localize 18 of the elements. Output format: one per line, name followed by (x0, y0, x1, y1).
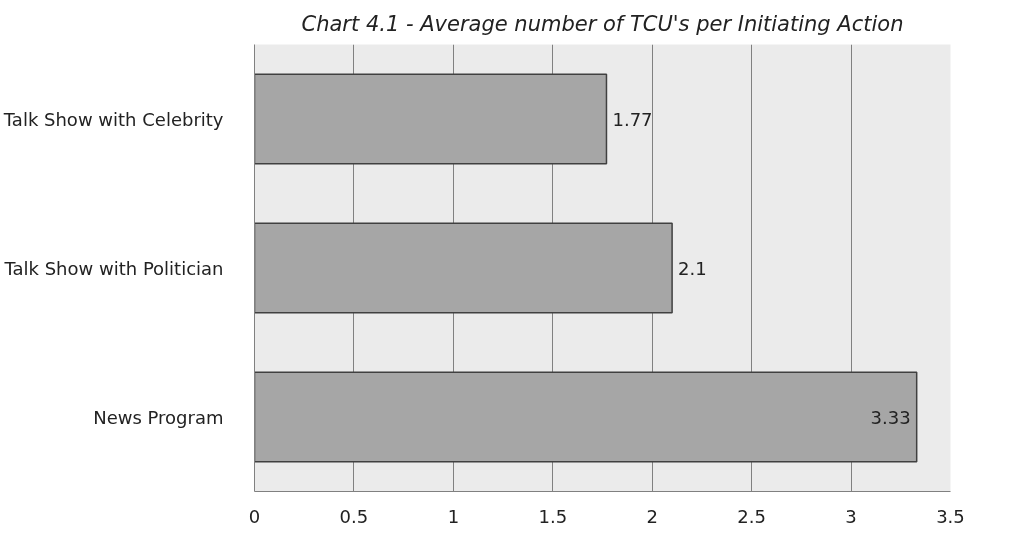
x-tick-label: 2 (646, 505, 658, 527)
x-tick-label: 0 (248, 505, 261, 527)
x-tick-label: 1.5 (538, 505, 568, 527)
x-tick-label: 0.5 (339, 505, 369, 527)
data-label: 3.33 (870, 406, 911, 428)
x-tick-label: 3 (845, 505, 857, 527)
bar (254, 371, 918, 463)
data-label: 1.77 (612, 108, 653, 130)
x-tick-label: 3.5 (936, 505, 965, 527)
bar (254, 222, 673, 314)
bar (254, 73, 608, 165)
x-tick-label: 1 (447, 505, 460, 527)
y-tick-label: Talk Show with Politician (3, 257, 224, 279)
data-label: 2.1 (678, 257, 707, 279)
y-tick-label: News Program (93, 406, 224, 428)
y-tick-label: Talk Show with Celebrity (2, 108, 224, 130)
chart-title: Chart 4.1 - Average number of TCU's per Initiating Action (301, 11, 904, 36)
x-tick-label: 2.5 (737, 505, 766, 527)
